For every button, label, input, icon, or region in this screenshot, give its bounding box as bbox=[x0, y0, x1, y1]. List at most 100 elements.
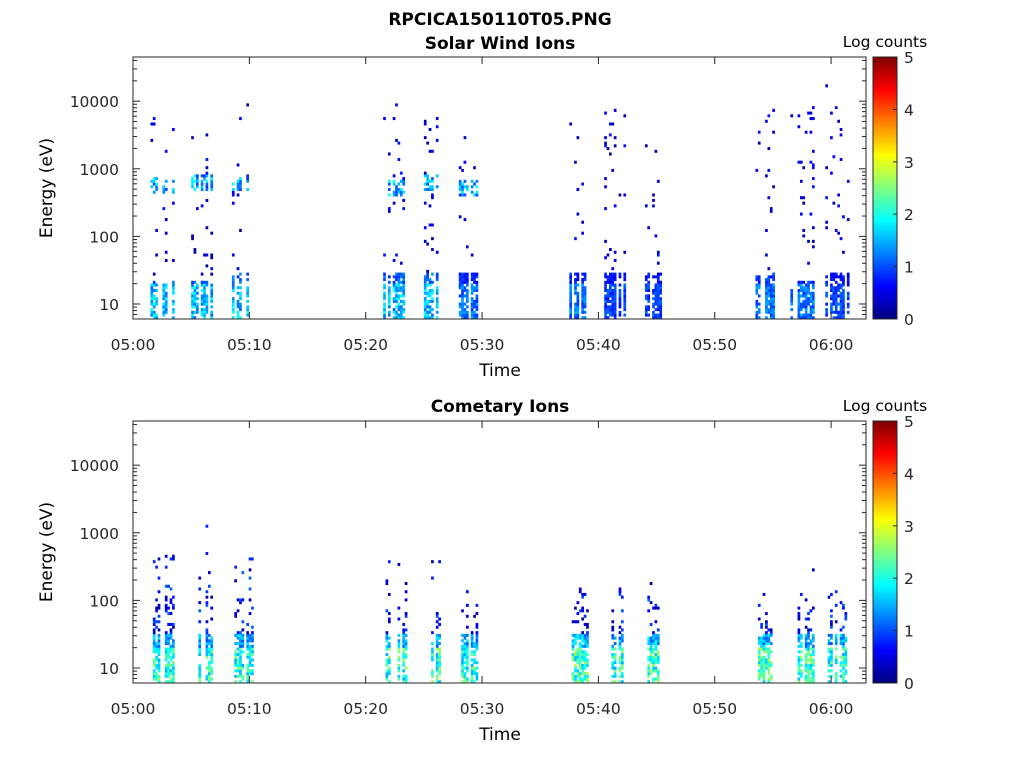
heatmap-cell bbox=[404, 639, 408, 643]
heatmap-cell bbox=[246, 177, 249, 181]
heatmap-cell bbox=[157, 647, 161, 651]
heatmap-cell bbox=[757, 663, 761, 667]
heatmap-cell bbox=[807, 677, 810, 681]
heatmap-cell bbox=[205, 636, 209, 640]
heatmap-cell bbox=[162, 185, 166, 189]
heatmap-cell bbox=[613, 680, 617, 684]
heatmap-cell bbox=[239, 185, 242, 189]
heatmap-cell bbox=[613, 250, 617, 254]
heatmap-cell bbox=[470, 305, 474, 309]
heatmap-cell bbox=[155, 609, 158, 613]
heatmap-cell bbox=[397, 633, 401, 637]
heatmap-cell bbox=[150, 138, 154, 142]
heatmap-cell bbox=[576, 275, 580, 279]
heatmap-cell bbox=[656, 606, 660, 610]
x-tick-label: 05:20 bbox=[343, 336, 388, 354]
heatmap-cell bbox=[399, 308, 403, 312]
heatmap-cell bbox=[167, 674, 170, 678]
heatmap-cell bbox=[465, 650, 469, 654]
heatmap-cell bbox=[387, 193, 391, 197]
heatmap-cell bbox=[402, 280, 406, 284]
heatmap-cell bbox=[832, 297, 836, 301]
heatmap-cell bbox=[797, 280, 801, 284]
heatmap-cell bbox=[210, 256, 214, 260]
heatmap-cell bbox=[578, 652, 582, 657]
heatmap-cell bbox=[581, 272, 585, 276]
heatmap-cell bbox=[811, 669, 815, 673]
heatmap-cell bbox=[647, 647, 651, 651]
heatmap-cell bbox=[762, 677, 766, 681]
heatmap-cell bbox=[404, 590, 408, 594]
heatmap-cell bbox=[797, 677, 801, 681]
heatmap-cell bbox=[765, 636, 768, 640]
heatmap-cell bbox=[475, 280, 479, 284]
heatmap-cell bbox=[402, 316, 406, 320]
heatmap-cell bbox=[385, 674, 389, 678]
heatmap-cell bbox=[654, 313, 658, 317]
panel-title: Solar Wind Ions bbox=[425, 34, 576, 54]
heatmap-cell bbox=[839, 291, 843, 295]
heatmap-cell bbox=[465, 590, 469, 594]
heatmap-cell bbox=[152, 628, 156, 632]
heatmap-cell bbox=[659, 305, 663, 309]
heatmap-cell bbox=[198, 642, 202, 646]
heatmap-cell bbox=[809, 316, 813, 320]
heatmap-cell bbox=[193, 305, 197, 309]
heatmap-cell bbox=[807, 647, 810, 651]
heatmap-cell bbox=[571, 642, 575, 646]
heatmap-cell bbox=[834, 658, 838, 662]
heatmap-cell bbox=[191, 234, 194, 238]
heatmap-cell bbox=[205, 226, 209, 230]
heatmap-cell bbox=[463, 661, 467, 665]
heatmap-cell bbox=[623, 288, 627, 293]
heatmap-cell bbox=[234, 658, 237, 662]
heatmap-cell bbox=[611, 302, 615, 306]
heatmap-cell bbox=[402, 299, 406, 303]
heatmap-cell bbox=[458, 310, 462, 314]
heatmap-cell bbox=[571, 674, 575, 678]
heatmap-cell bbox=[193, 294, 197, 298]
heatmap-cell bbox=[239, 601, 242, 605]
heatmap-cell bbox=[825, 166, 828, 170]
heatmap-cell bbox=[647, 674, 651, 678]
heatmap-cell bbox=[172, 680, 175, 684]
heatmap-cell bbox=[162, 190, 166, 194]
heatmap-cell bbox=[842, 647, 845, 651]
heatmap-cell bbox=[404, 633, 408, 637]
heatmap-cell bbox=[762, 639, 766, 643]
heatmap-cell bbox=[654, 316, 658, 320]
heatmap-cell bbox=[839, 313, 843, 317]
heatmap-cell bbox=[435, 625, 439, 629]
heatmap-cell bbox=[399, 313, 403, 317]
x-axis-label: Time bbox=[478, 361, 521, 381]
heatmap-cell bbox=[760, 639, 763, 643]
heatmap-cell bbox=[251, 636, 254, 640]
heatmap-cell bbox=[246, 633, 249, 637]
heatmap-cell bbox=[461, 294, 464, 298]
heatmap-cell bbox=[765, 316, 768, 320]
heatmap-cell bbox=[470, 308, 474, 312]
heatmap-cell bbox=[611, 628, 615, 632]
heatmap-cell bbox=[576, 680, 580, 684]
heatmap-cell bbox=[802, 299, 806, 303]
heatmap-cell bbox=[385, 609, 389, 613]
heatmap-cell bbox=[772, 278, 775, 282]
heatmap-cell bbox=[755, 313, 759, 317]
burst-5 bbox=[431, 560, 441, 684]
x-axis-label: Time bbox=[478, 725, 521, 745]
heatmap-cell bbox=[807, 669, 810, 673]
heatmap-cell bbox=[576, 302, 580, 306]
heatmap-cell bbox=[807, 666, 810, 670]
heatmap-cell bbox=[395, 275, 398, 279]
heatmap-cell bbox=[236, 631, 240, 635]
heatmap-cell bbox=[475, 674, 479, 678]
heatmap-cell bbox=[431, 223, 434, 227]
heatmap-cell bbox=[438, 658, 441, 662]
heatmap-cell bbox=[844, 652, 848, 657]
heatmap-cell bbox=[647, 288, 651, 293]
heatmap-cell bbox=[618, 658, 622, 662]
heatmap-cell bbox=[431, 576, 434, 580]
heatmap-cell bbox=[760, 622, 763, 626]
heatmap-cell bbox=[402, 661, 406, 665]
heatmap-cell bbox=[769, 207, 773, 211]
